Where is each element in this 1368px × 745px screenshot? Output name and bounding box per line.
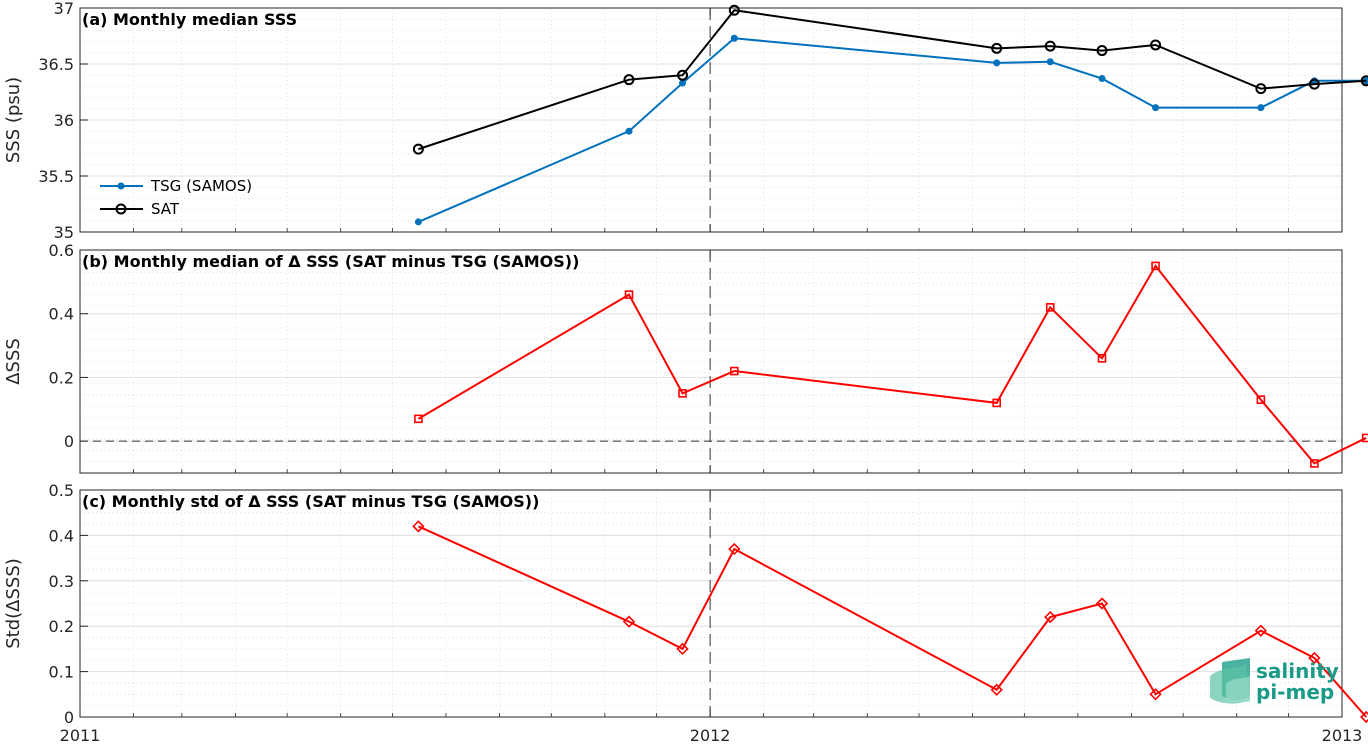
logo-text-line1: salinity [1256,659,1339,683]
data-point [991,42,1003,54]
series-line [417,264,1367,465]
y-tick-label: 0 [64,708,74,727]
legend-marker [117,182,125,190]
data-point [412,520,425,533]
data-point [1256,395,1266,405]
y-tick-label: 0 [64,432,74,451]
panel-2: 0 0.2 0.4 0.6 ΔSSS (b) Monthly median of Δ SS… [3,241,1368,474]
data-point [728,4,740,16]
axes-box [79,249,1343,474]
y-tick-label: 0.4 [49,305,74,324]
data-point [414,218,422,226]
panel-title: (c) Monthly std of Δ SSS (SAT minus TSG … [82,492,539,511]
data-point [1098,75,1106,83]
data-point [730,34,738,42]
panel-3: 0 0.1 0.2 0.3 0.4 0.5 2011 2012 2013 Std(ΔSSS) (c)… [3,481,1368,745]
data-point [676,642,689,656]
logo: salinity pi-mep [1210,658,1339,704]
series-tsg-samos- [414,34,1368,226]
data-point [990,683,1003,696]
y-tick-label: 37 [54,0,74,18]
series-line [417,37,1367,223]
data-point [1308,78,1320,90]
y-tick-label: 0.5 [49,481,74,500]
y-tick-label: 0.2 [49,617,74,636]
data-point [1360,75,1368,87]
data-point [728,542,741,556]
y-tick-label: 36 [54,111,74,130]
legend-label: TSG (SAMOS) [150,177,252,195]
data-point [1257,104,1265,112]
data-point [677,69,689,81]
panel-title: (b) Monthly median of Δ SSS (SAT minus T… [82,252,579,271]
data-point [1310,459,1319,468]
y-tick-label: 35 [54,223,74,242]
data-point [1361,433,1368,443]
data-point [992,398,1002,408]
data-point [1151,261,1160,271]
data-point [679,79,687,87]
series-delta-sss [412,520,1368,724]
data-point [730,366,739,376]
data-point [1096,45,1108,57]
panel-title: (a) Monthly median SSS [82,10,297,29]
data-point [624,290,634,299]
y-axis-label: Std(ΔSSS) [3,558,24,649]
y-axis-label: SSS (psu) [3,77,24,163]
data-point [1152,104,1160,112]
legend-marker [115,203,127,215]
y-tick-label: 0.4 [49,526,74,545]
legend-label: SAT [151,200,180,218]
x-tick-label: 2013 [1322,726,1363,745]
data-point [622,615,636,628]
data-point [1044,40,1056,52]
y-tick-label: 0.3 [49,572,74,591]
series-sat [412,4,1368,155]
y-axis-label: ΔSSS [3,338,24,385]
axes-box [79,489,1343,718]
y-tick-label: 35.5 [38,167,74,186]
series-line [418,9,1367,151]
logo-waves-icon [1210,658,1250,704]
logo-text-line2: pi-mep [1256,680,1334,704]
data-point [678,389,687,398]
data-point [1360,710,1368,724]
data-point [625,127,633,135]
y-tick-label: 0.2 [49,368,74,387]
data-point [993,59,1001,67]
data-point [412,143,424,155]
data-point [1045,303,1055,312]
y-tick-label: 0.6 [49,241,74,260]
series-line [417,525,1367,718]
series-delta-sss [414,261,1368,468]
data-point [1044,610,1057,624]
data-point [1097,354,1107,363]
x-tick-label: 2011 [60,726,101,745]
data-point [1255,83,1267,95]
data-point [1095,597,1109,610]
data-point [623,74,635,86]
data-point [1149,688,1162,701]
data-point [1254,624,1267,637]
data-point [414,414,423,424]
data-point [1308,651,1321,665]
data-point [1150,39,1162,51]
legend: TSG (SAMOS) SAT [100,177,252,218]
data-point [1046,58,1054,66]
y-tick-label: 36.5 [38,55,74,74]
y-tick-label: 0.1 [49,663,74,682]
x-tick-label: 2012 [690,726,731,745]
panel-1: 35 35.5 36 36.5 37 SSS (psu) (a) Monthly media… [3,0,1368,242]
